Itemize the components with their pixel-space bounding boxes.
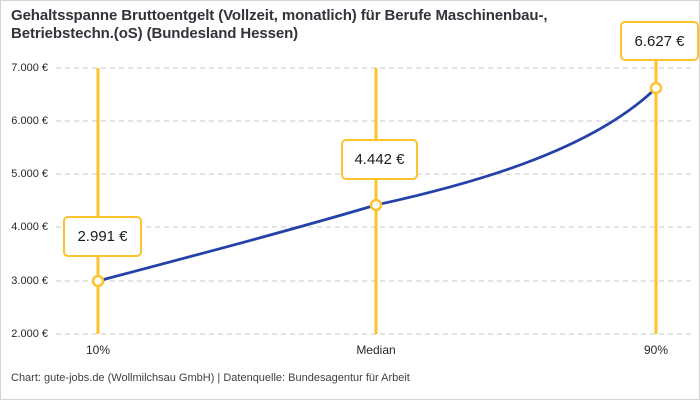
data-points bbox=[91, 81, 663, 288]
y-tick-7000: 7.000 € bbox=[11, 62, 48, 74]
y-tick-6000: 6.000 € bbox=[11, 115, 48, 127]
data-point-p90[interactable] bbox=[649, 81, 663, 95]
chart-title: Gehaltsspanne Bruttoentgelt (Vollzeit, m… bbox=[11, 7, 548, 42]
value-label-median: 4.442 € bbox=[341, 139, 418, 180]
y-tick-5000: 5.000 € bbox=[11, 168, 48, 180]
y-tick-4000: 4.000 € bbox=[11, 221, 48, 233]
data-point-median[interactable] bbox=[369, 198, 383, 212]
source-attribution: Chart: gute-jobs.de (Wollmilchsau GmbH) … bbox=[11, 372, 410, 384]
data-point-p10[interactable] bbox=[91, 274, 105, 288]
x-label-p10: 10% bbox=[85, 343, 111, 357]
y-tick-2000: 2.000 € bbox=[11, 328, 48, 340]
value-label-p90: 6.627 € bbox=[620, 21, 699, 61]
x-label-median: Median bbox=[356, 343, 396, 357]
percentile-guide-lines bbox=[96, 59, 658, 334]
x-label-p90: 90% bbox=[643, 343, 669, 357]
value-label-p10: 2.991 € bbox=[63, 216, 142, 257]
y-tick-3000: 3.000 € bbox=[11, 275, 48, 287]
